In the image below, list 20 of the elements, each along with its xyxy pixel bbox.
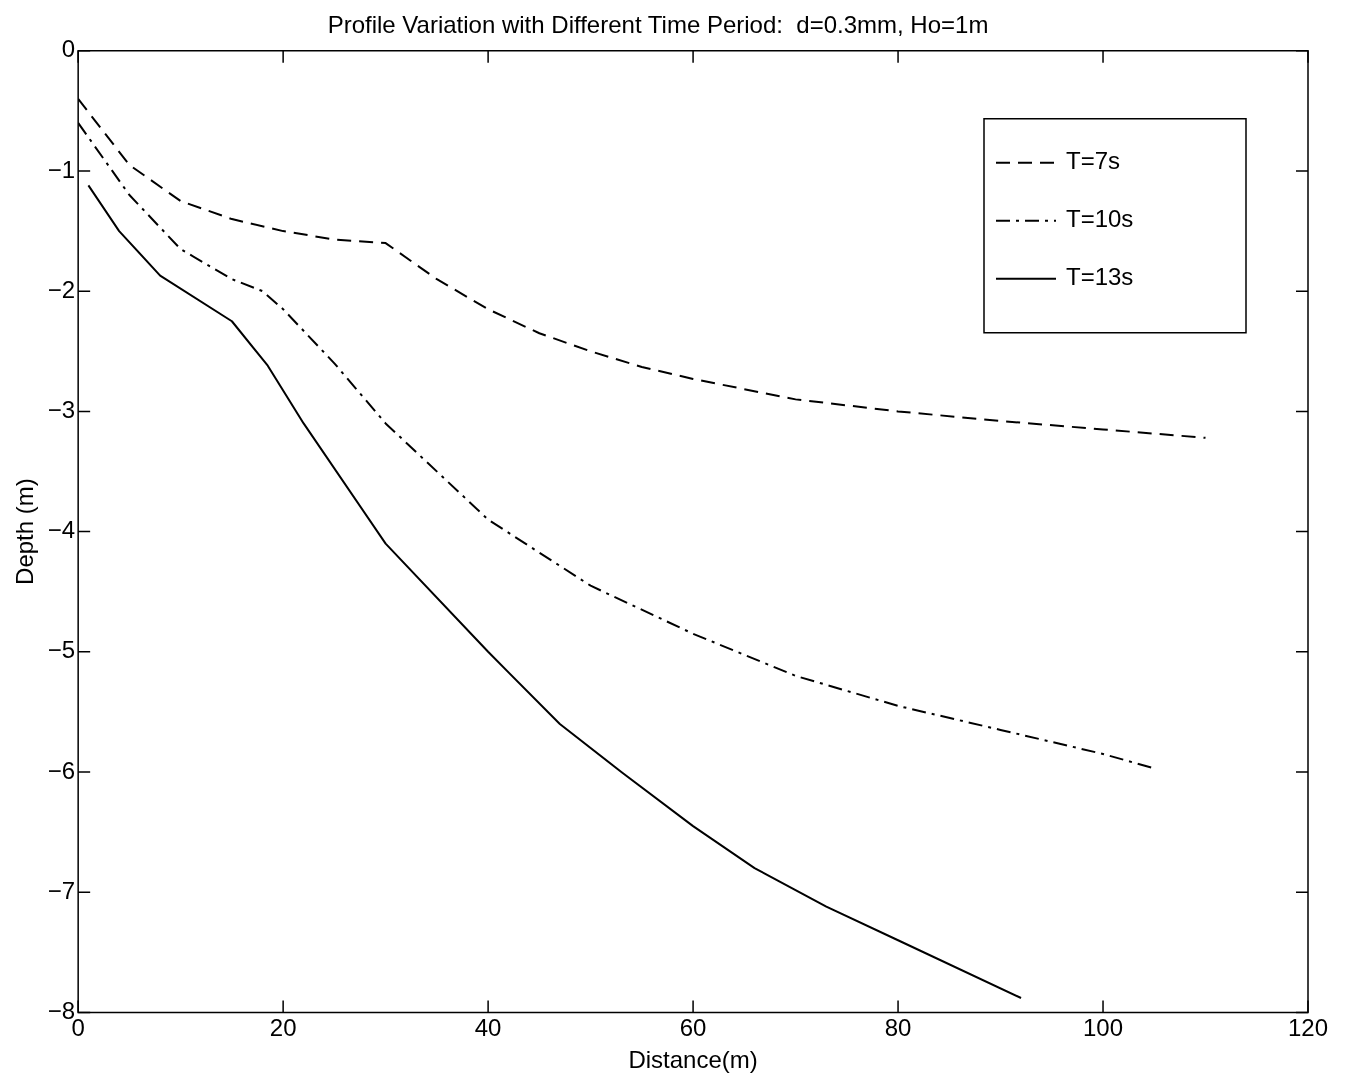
legend-label: T=10s — [1066, 205, 1134, 233]
legend-label: T=13s — [1066, 263, 1134, 291]
y-axis-title: Depth (m) — [11, 478, 39, 585]
x-axis-title: Distance(m) — [628, 1046, 758, 1074]
y-tick-label: −5 — [47, 636, 76, 664]
y-tick-label: −3 — [47, 396, 76, 424]
y-tick-label: −6 — [47, 756, 76, 784]
x-tick-label: 80 — [884, 1014, 912, 1042]
y-tick-label: −7 — [47, 876, 76, 904]
x-tick-label: 120 — [1287, 1014, 1329, 1042]
chart-title: Profile Variation with Different Time Period: d=0.3mm, Ho=1m — [327, 11, 989, 39]
x-tick-label: 40 — [474, 1014, 502, 1042]
x-tick-label: 100 — [1083, 1014, 1124, 1042]
y-tick-label: −1 — [47, 155, 76, 183]
y-tick-label: −2 — [47, 275, 76, 303]
y-tick-label: 0 — [61, 35, 76, 63]
y-tick-label: −4 — [47, 516, 76, 544]
x-tick-label: 20 — [269, 1014, 297, 1042]
x-tick-label: 60 — [679, 1014, 707, 1042]
legend-label: T=7s — [1066, 147, 1121, 175]
